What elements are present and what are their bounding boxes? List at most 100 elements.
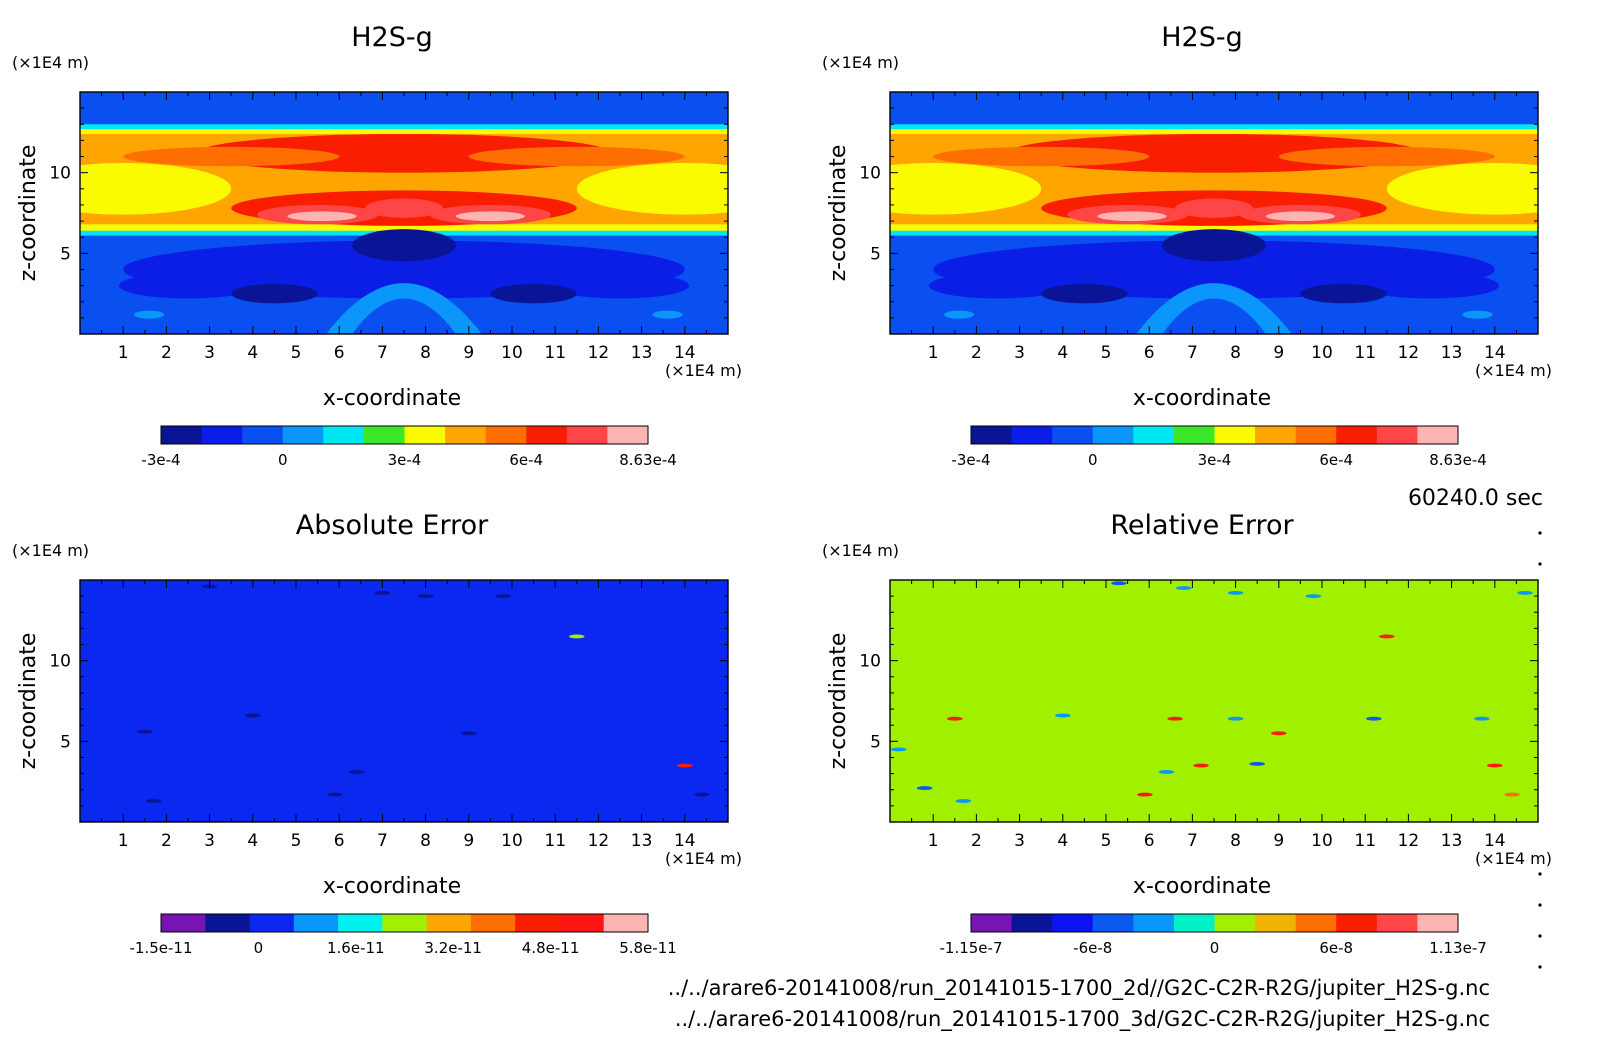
field-band bbox=[80, 129, 728, 134]
x-tick-label: 12 bbox=[1398, 343, 1420, 363]
colorbar-swatch bbox=[382, 914, 428, 932]
field-speck bbox=[327, 792, 343, 797]
x-tick-label: 14 bbox=[674, 343, 696, 363]
x-axis-label: x-coordinate bbox=[323, 874, 461, 899]
x-axis-label: x-coordinate bbox=[1133, 874, 1271, 899]
colorbar: -1.5e-11 0 1.6e-11 3.2e-11 4.8e-11 5.8e-11 bbox=[130, 913, 677, 957]
colorbar-swatch bbox=[485, 426, 527, 444]
y-tick-label: 10 bbox=[859, 164, 881, 184]
x-unit-label: (×1E4 m) bbox=[1475, 849, 1552, 868]
file-path-2d: ../../arare6-20141008/run_20141015-1700_… bbox=[667, 976, 1490, 1000]
field-blob bbox=[890, 162, 1042, 215]
field-speck bbox=[890, 747, 907, 752]
field-band bbox=[890, 580, 1538, 822]
y-tick-label: 5 bbox=[870, 244, 881, 264]
colorbar-swatch bbox=[1214, 914, 1256, 932]
field-band bbox=[890, 129, 1538, 134]
field-speck bbox=[1379, 634, 1395, 639]
field-blob bbox=[455, 211, 525, 222]
y-tick-label: 5 bbox=[870, 732, 881, 752]
y-tick-label: 5 bbox=[60, 244, 71, 264]
x-tick-label: 12 bbox=[1398, 831, 1420, 851]
colorbar-swatch bbox=[1295, 914, 1337, 932]
field-blob bbox=[1300, 283, 1387, 304]
x-tick-label: 1 bbox=[928, 343, 939, 363]
field-blob bbox=[1462, 310, 1493, 319]
y-unit-label: (×1E4 m) bbox=[822, 541, 899, 560]
colorbar-tick-label: 8.63e-4 bbox=[1429, 451, 1487, 469]
colorbar-swatch bbox=[1173, 914, 1215, 932]
colorbar-frame bbox=[970, 913, 1459, 933]
colorbar-swatch bbox=[1336, 914, 1378, 932]
field-blob bbox=[944, 310, 975, 319]
x-tick-label: 10 bbox=[501, 831, 523, 851]
chart-title: H2S-g bbox=[351, 22, 433, 53]
colorbar-tick-label: 1.6e-11 bbox=[327, 939, 385, 957]
x-tick-label: 6 bbox=[334, 343, 345, 363]
colorbar-swatch bbox=[323, 426, 365, 444]
x-tick-label: 5 bbox=[1101, 343, 1112, 363]
field-blob bbox=[933, 240, 1495, 299]
x-tick-label: 12 bbox=[588, 343, 610, 363]
field-arch bbox=[352, 298, 456, 334]
y-axis-label: z-coordinate bbox=[826, 145, 851, 282]
colorbar-swatch bbox=[282, 426, 324, 444]
y-tick-label: 10 bbox=[49, 652, 71, 672]
x-tick-label: 10 bbox=[501, 343, 523, 363]
field-blob bbox=[652, 310, 683, 319]
y-tick-label: 10 bbox=[859, 652, 881, 672]
field-blob bbox=[118, 272, 258, 299]
field-speck bbox=[495, 594, 512, 599]
colorbar-swatch bbox=[242, 426, 284, 444]
field-blob bbox=[123, 240, 685, 299]
field-blob bbox=[134, 310, 165, 319]
field-blob bbox=[80, 162, 232, 215]
field-blob bbox=[231, 283, 318, 304]
x-tick-label: 9 bbox=[463, 343, 474, 363]
field-speck bbox=[1111, 581, 1127, 586]
colorbar-tick-label: 4.8e-11 bbox=[522, 939, 580, 957]
field-blob bbox=[1162, 229, 1266, 262]
colorbar-tick-label: 6e-4 bbox=[509, 451, 543, 469]
colorbar-swatch bbox=[1052, 914, 1094, 932]
chart-title: H2S-g bbox=[1161, 22, 1243, 53]
heatmap-field bbox=[80, 580, 728, 822]
x-tick-label: 7 bbox=[377, 831, 388, 851]
x-tick-label: 3 bbox=[204, 831, 215, 851]
field-speck bbox=[137, 729, 153, 734]
x-tick-label: 9 bbox=[1273, 831, 1284, 851]
x-tick-label: 2 bbox=[971, 831, 982, 851]
colorbar-swatch bbox=[603, 914, 649, 932]
colorbar-swatch bbox=[293, 914, 339, 932]
x-tick-label: 11 bbox=[1354, 831, 1376, 851]
colorbar-swatch bbox=[1133, 426, 1175, 444]
y-axis-label: z-coordinate bbox=[16, 633, 41, 770]
side-dots bbox=[1538, 531, 1542, 969]
colorbar-swatch bbox=[515, 914, 560, 932]
colorbar-swatch bbox=[363, 426, 405, 444]
x-tick-label: 11 bbox=[544, 831, 566, 851]
colorbar-tick-label: -1.5e-11 bbox=[130, 939, 193, 957]
field-speck bbox=[1175, 586, 1192, 591]
x-tick-label: 1 bbox=[928, 831, 939, 851]
colorbar-swatch bbox=[566, 426, 608, 444]
x-axis-label: x-coordinate bbox=[323, 386, 461, 411]
field-blob bbox=[576, 162, 728, 215]
field-speck bbox=[677, 763, 693, 768]
x-tick-label: 5 bbox=[291, 343, 302, 363]
colorbar-swatch bbox=[1011, 426, 1053, 444]
field-blob bbox=[365, 198, 443, 218]
colorbar-swatch bbox=[1376, 914, 1418, 932]
field-band bbox=[890, 124, 1538, 131]
x-unit-label: (×1E4 m) bbox=[1475, 361, 1552, 380]
heatmap-field bbox=[80, 92, 728, 334]
x-unit-label: (×1E4 m) bbox=[665, 849, 742, 868]
field-speck bbox=[1055, 713, 1071, 718]
field-blob bbox=[1097, 211, 1167, 222]
colorbar-tick-label: 8.63e-4 bbox=[619, 451, 677, 469]
colorbar-swatch bbox=[1255, 426, 1297, 444]
x-tick-label: 6 bbox=[1144, 343, 1155, 363]
